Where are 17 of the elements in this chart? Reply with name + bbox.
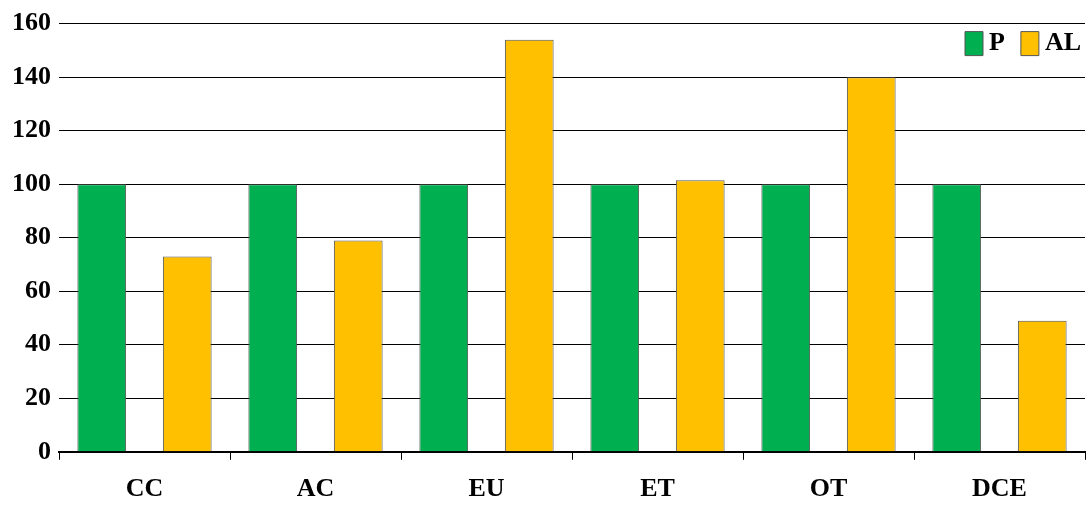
x-tick-label: EU xyxy=(468,473,505,503)
x-tick-label: ET xyxy=(640,473,675,503)
y-tick-label: 160 xyxy=(12,7,51,37)
legend-label: AL xyxy=(1044,27,1082,57)
y-tick-label: 140 xyxy=(12,60,51,90)
y-tick-label: 60 xyxy=(25,274,51,304)
y-tick-label: 40 xyxy=(25,328,51,358)
x-tick-label: OT xyxy=(809,473,848,503)
y-tick-label: 80 xyxy=(25,221,51,251)
y-tick-label: 120 xyxy=(12,114,51,144)
y-tick-label: 0 xyxy=(38,435,51,465)
x-tick-label: CC xyxy=(125,473,164,503)
y-tick-label: 20 xyxy=(25,381,51,411)
legend-label: P xyxy=(989,27,1005,57)
x-tick-label: AC xyxy=(296,473,335,503)
y-tick-label: 100 xyxy=(12,167,51,197)
x-tick-label: DCE xyxy=(972,473,1027,503)
